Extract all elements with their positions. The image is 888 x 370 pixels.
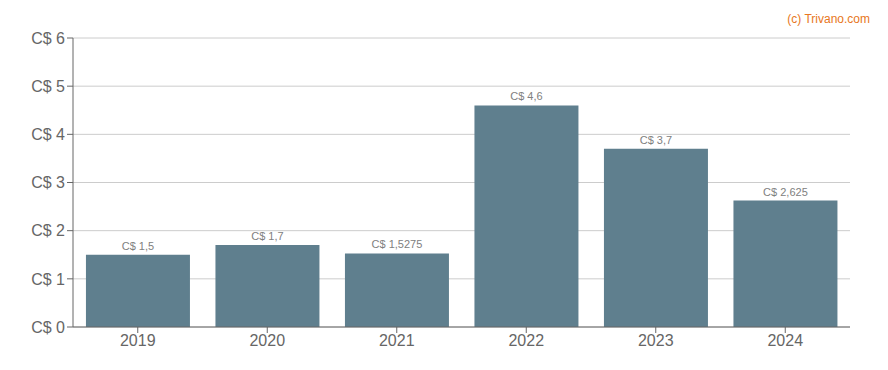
svg-text:C$ 1: C$ 1 <box>31 271 65 288</box>
svg-text:C$ 4: C$ 4 <box>31 126 65 143</box>
svg-text:C$ 6: C$ 6 <box>31 30 65 47</box>
svg-text:C$ 5: C$ 5 <box>31 78 65 95</box>
svg-text:2023: 2023 <box>638 332 674 349</box>
svg-text:C$ 3: C$ 3 <box>31 174 65 191</box>
svg-text:C$ 1,5275: C$ 1,5275 <box>372 238 423 250</box>
svg-text:C$ 4,6: C$ 4,6 <box>510 90 542 102</box>
svg-text:C$ 1,5: C$ 1,5 <box>122 240 154 252</box>
svg-text:2019: 2019 <box>120 332 156 349</box>
svg-text:C$ 1,7: C$ 1,7 <box>251 230 283 242</box>
html-text:(c) Trivano.com: (c) Trivano.com <box>787 12 870 26</box>
svg-text:2020: 2020 <box>249 332 285 349</box>
svg-text:2024: 2024 <box>767 332 803 349</box>
svg-text:C$ 3,7: C$ 3,7 <box>640 134 672 146</box>
svg-text:C$ 0: C$ 0 <box>31 319 65 336</box>
svg-text:C$ 2: C$ 2 <box>31 222 65 239</box>
svg-text:C$ 2,625: C$ 2,625 <box>763 186 808 198</box>
svg-text:2021: 2021 <box>379 332 415 349</box>
svg-text:2022: 2022 <box>508 332 544 349</box>
